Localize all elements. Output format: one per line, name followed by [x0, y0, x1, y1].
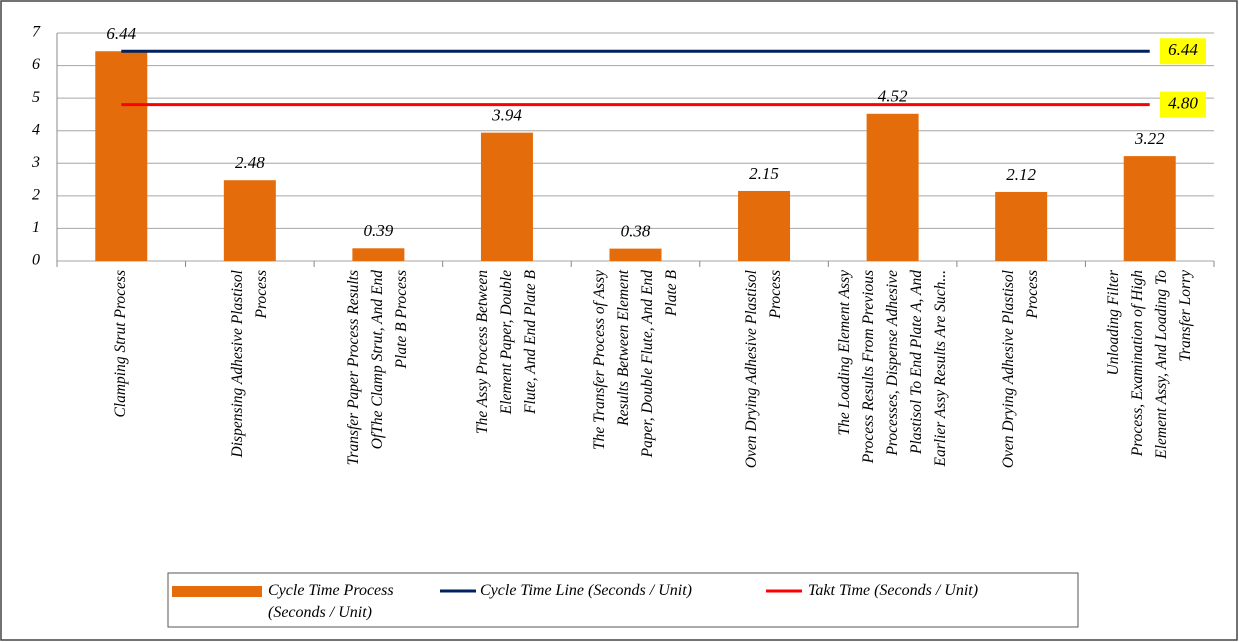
legend-label: Cycle Time Process (Seconds / Unit) [268, 582, 394, 621]
x-tick-label: The Loading Element Assy Process Results… [835, 270, 949, 467]
y-tick-label: 5 [32, 89, 40, 106]
bar [738, 190, 791, 261]
x-tick-label: Oven Drying Adhesive Plastisol Process [743, 270, 785, 469]
legend-box [167, 572, 1079, 628]
x-tick-label: Unloading Filter Process, Examination of… [1104, 270, 1194, 459]
y-tick-label: 1 [32, 219, 40, 236]
y-tick-label: 3 [31, 154, 40, 171]
y-tick-label: 7 [32, 24, 41, 41]
legend-label: Takt Time (Seconds / Unit) [808, 582, 979, 599]
data-label: 0.38 [621, 222, 651, 241]
x-tick-label: Clamping Strut Process [112, 270, 130, 418]
y-tick-label: 0 [32, 252, 40, 269]
end-label: 4.80 [1168, 94, 1198, 113]
legend-swatch [172, 586, 262, 597]
end-label-box [1160, 38, 1206, 65]
data-label: 3.94 [491, 106, 522, 125]
data-label: 6.44 [106, 24, 136, 43]
data-label: 4.52 [878, 87, 908, 106]
bar [995, 191, 1048, 261]
x-tick-label: Transfer Paper Process Results OfThe Cla… [345, 270, 411, 466]
bar [223, 180, 276, 261]
bar [1123, 156, 1176, 261]
data-label: 3.22 [1134, 129, 1165, 148]
end-label: 6.44 [1168, 40, 1198, 59]
data-label: 2.15 [749, 164, 779, 183]
bar [609, 248, 662, 261]
data-label: 0.39 [364, 221, 394, 240]
bar [352, 248, 405, 261]
x-tick-label: The Transfer Process of Assy Results Bet… [590, 270, 680, 458]
x-tick-label: Oven Drying Adhesive Plastisol Process [1000, 270, 1042, 469]
y-tick-label: 6 [32, 56, 40, 73]
x-tick-label: Dispensing Adhesive Plastisol Process [228, 270, 270, 458]
data-label: 2.48 [235, 153, 265, 172]
x-tick-label: The Assy Process Between Element Paper, … [473, 270, 539, 435]
end-label-box [1160, 91, 1206, 118]
bar [866, 113, 919, 261]
y-tick-label: 2 [32, 187, 40, 204]
bar [95, 51, 148, 261]
legend-label: Cycle Time Line (Seconds / Unit) [480, 582, 692, 599]
bar [480, 132, 533, 261]
data-label: 2.12 [1006, 165, 1036, 184]
y-tick-label: 4 [32, 121, 40, 138]
